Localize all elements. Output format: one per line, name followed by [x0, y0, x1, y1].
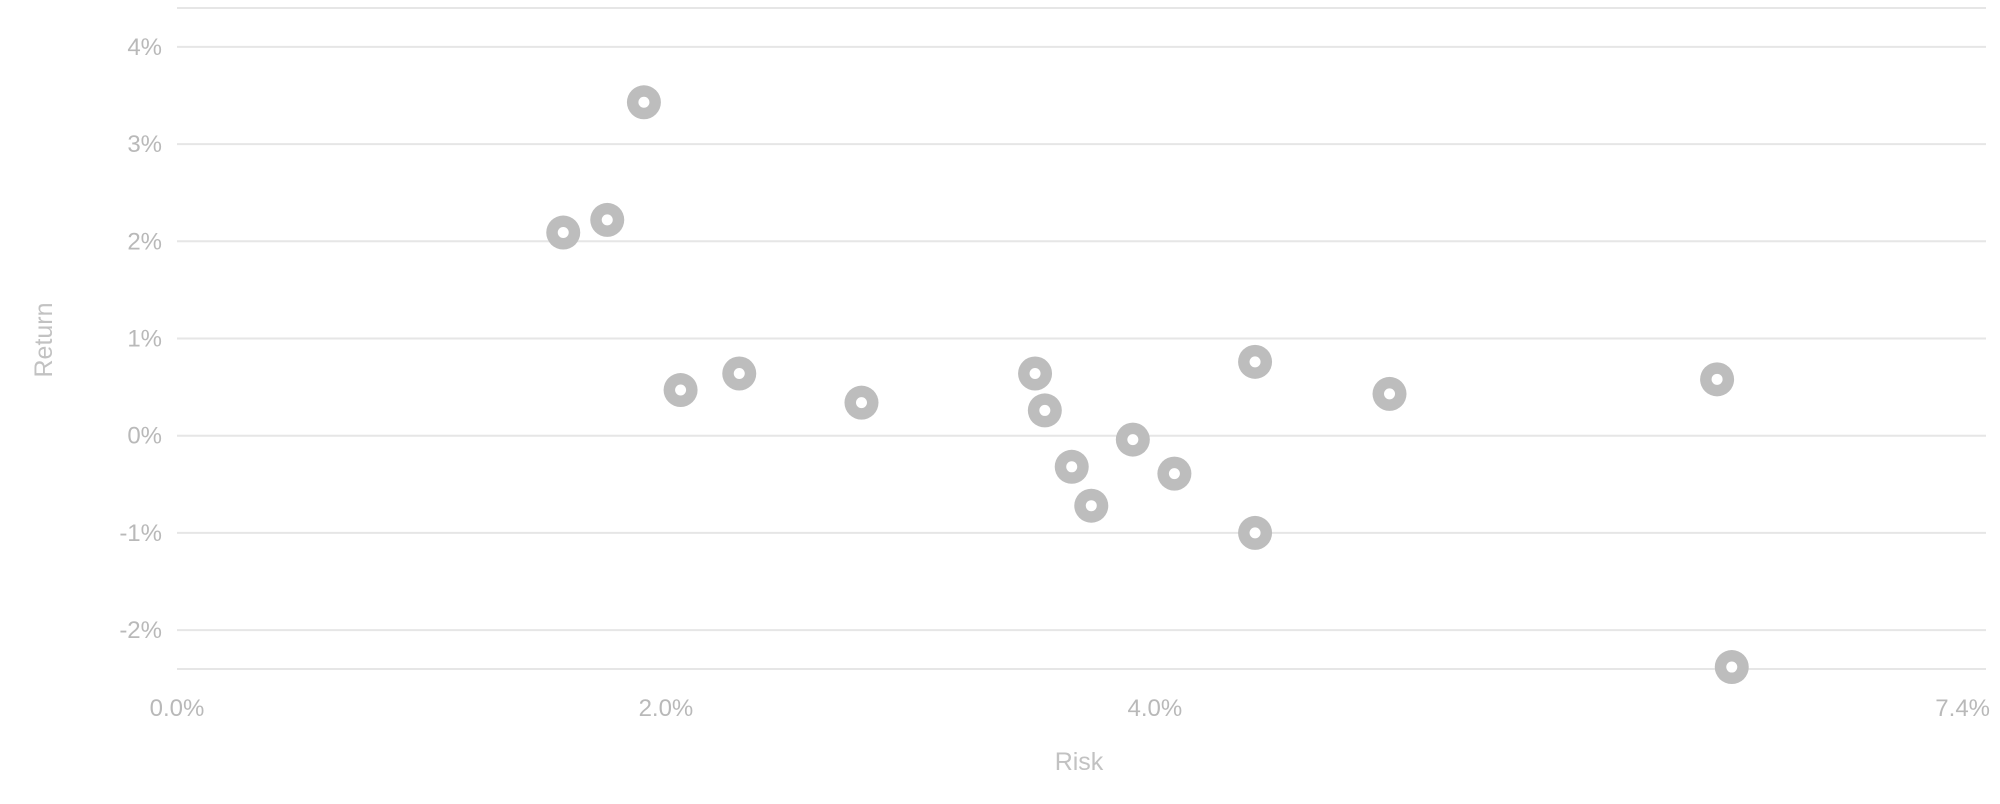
point-center: [675, 384, 687, 396]
x-axis-title: Risk: [1055, 748, 1104, 776]
point-center: [1029, 367, 1041, 379]
data-point[interactable]: [1018, 356, 1053, 391]
point-center: [733, 367, 745, 379]
y-tick-label: 1%: [127, 326, 162, 353]
gridlines: [177, 7, 1986, 670]
point-center: [1039, 404, 1051, 416]
data-point[interactable]: [1238, 344, 1273, 379]
point-center: [1249, 527, 1261, 539]
data-point[interactable]: [722, 356, 757, 391]
point-center: [1384, 388, 1396, 400]
data-point[interactable]: [1372, 376, 1407, 411]
y-tick-label: -1%: [119, 520, 162, 547]
point-center: [1249, 356, 1261, 368]
data-point[interactable]: [1157, 456, 1192, 491]
x-tick-label: 2.0%: [639, 695, 694, 722]
data-point[interactable]: [546, 215, 581, 250]
data-point[interactable]: [844, 385, 879, 420]
y-tick-label: 2%: [127, 228, 162, 255]
point-center: [1127, 434, 1139, 446]
point-center: [855, 397, 867, 409]
point-center: [1085, 500, 1097, 512]
point-center: [638, 96, 650, 108]
point-center: [557, 227, 569, 239]
data-point[interactable]: [1074, 488, 1109, 523]
point-center: [1726, 661, 1738, 673]
data-point[interactable]: [663, 373, 698, 408]
y-axis-ticks: 4% 3% 2% 1% 0% -1% -2%: [119, 34, 162, 644]
y-tick-label: -2%: [119, 617, 162, 644]
data-point[interactable]: [1700, 362, 1735, 397]
point-center: [601, 214, 613, 226]
y-tick-label: 3%: [127, 131, 162, 158]
x-axis-ticks: 0.0% 2.0% 4.0% 7.4%: [150, 695, 1990, 722]
data-point[interactable]: [1027, 393, 1062, 428]
point-center: [1168, 468, 1180, 480]
x-tick-label: 4.0%: [1127, 695, 1182, 722]
data-point[interactable]: [1714, 650, 1749, 685]
data-point[interactable]: [1115, 422, 1150, 457]
point-center: [1711, 373, 1723, 385]
data-point[interactable]: [1238, 515, 1273, 550]
point-center: [1066, 461, 1078, 473]
y-tick-label: 4%: [127, 34, 162, 61]
x-tick-label: 0.0%: [150, 695, 205, 722]
data-point[interactable]: [626, 85, 661, 120]
data-point[interactable]: [590, 202, 625, 237]
y-axis-title: Return: [30, 302, 58, 377]
x-tick-label: 7.4%: [1935, 695, 1990, 722]
data-points: [546, 85, 1749, 685]
y-tick-label: 0%: [127, 423, 162, 450]
data-point[interactable]: [1054, 449, 1089, 484]
